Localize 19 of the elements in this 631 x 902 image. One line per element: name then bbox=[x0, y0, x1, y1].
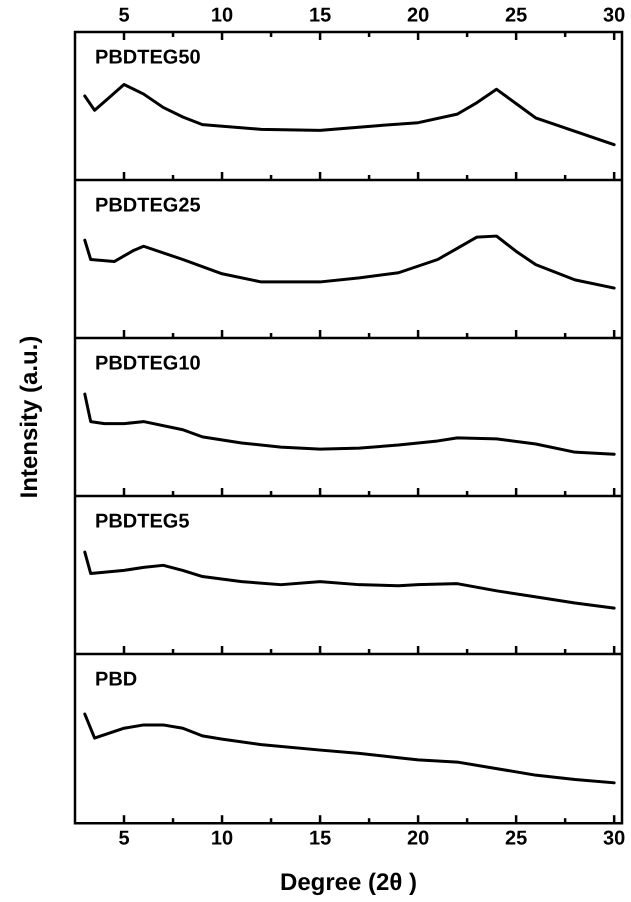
x2-tick-label: 20 bbox=[406, 4, 430, 27]
x2-tick-label: 15 bbox=[308, 4, 332, 27]
series-label: PBDTEG10 bbox=[95, 352, 201, 375]
x-tick-label: 25 bbox=[505, 828, 528, 850]
x-tick-label: 5 bbox=[118, 828, 130, 850]
x2-tick-label: 30 bbox=[603, 4, 626, 27]
x2-tick-label: 5 bbox=[118, 4, 130, 27]
x-tick-label: 30 bbox=[603, 828, 626, 850]
y-axis-title: Intensity (a.u.) bbox=[16, 336, 44, 498]
x-axis-title: Degree (2θ ) bbox=[280, 869, 418, 896]
series-label: PBDTEG5 bbox=[95, 510, 190, 533]
x2-tick-label: 25 bbox=[505, 4, 528, 27]
series-label: PBDTEG50 bbox=[95, 46, 201, 69]
series-label: PBD bbox=[95, 668, 138, 691]
x-tick-label: 15 bbox=[308, 828, 332, 850]
series-label: PBDTEG25 bbox=[95, 194, 201, 217]
x-tick-label: 20 bbox=[406, 828, 430, 850]
x-tick-label: 10 bbox=[210, 828, 234, 850]
x2-tick-label: 10 bbox=[210, 4, 234, 27]
